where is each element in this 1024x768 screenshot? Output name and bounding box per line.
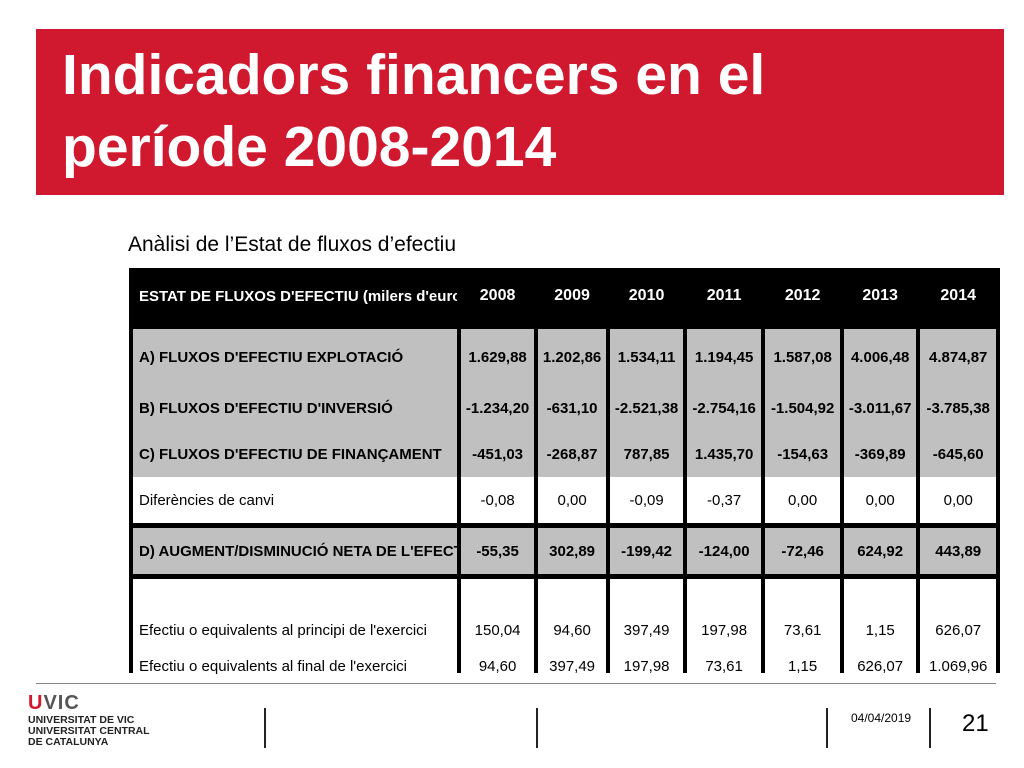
cell-value: -154,63 xyxy=(765,431,840,477)
cell-value: 73,61 xyxy=(765,579,840,643)
year-header: 2014 xyxy=(920,268,996,324)
cell-value: -55,35 xyxy=(461,528,534,574)
cell-value: 1,15 xyxy=(765,643,840,689)
cell-value: -0,37 xyxy=(686,477,762,523)
row-label: B) FLUXOS D'EFECTIU D'INVERSIÓ xyxy=(133,385,458,431)
row-label: D) AUGMENT/DISMINUCIÓ NETA DE L'EFECTIU xyxy=(133,528,458,574)
cell-value: 1.587,08 xyxy=(765,329,840,385)
cell-value: -3.785,38 xyxy=(920,385,996,431)
table-header-label: ESTAT DE FLUXOS D'EFECTIU (milers d'euro… xyxy=(133,268,458,324)
cell-value: -2.754,16 xyxy=(686,385,762,431)
cell-value: -124,00 xyxy=(686,528,762,574)
cell-value: -0,09 xyxy=(610,477,683,523)
logo-vic: VIC xyxy=(43,692,80,714)
slide-date: 04/04/2019 xyxy=(851,711,912,725)
cell-value: 197,98 xyxy=(686,579,762,643)
cell-value: -369,89 xyxy=(843,431,917,477)
footer-separator xyxy=(264,708,266,748)
cell-value: 1.435,70 xyxy=(686,431,762,477)
cell-value: 94,60 xyxy=(461,643,534,689)
logo-mark: UVIC xyxy=(28,692,150,715)
year-header: 2011 xyxy=(686,268,762,324)
row-label: Diferències de canvi xyxy=(133,477,458,523)
row-label: Efectiu o equivalents al final de l'exer… xyxy=(133,643,458,689)
cell-value: -72,46 xyxy=(765,528,840,574)
page-number: 21 xyxy=(962,710,989,737)
cell-value: 626,07 xyxy=(843,643,917,689)
cell-value: 4.006,48 xyxy=(843,329,917,385)
cell-value: 197,98 xyxy=(610,643,683,689)
logo-text-line: UNIVERSITAT CENTRAL xyxy=(28,725,150,737)
row-label: A) FLUXOS D'EFECTIU EXPLOTACIÓ xyxy=(133,329,458,385)
row-label: Efectiu o equivalents al principi de l'e… xyxy=(133,579,458,643)
year-header: 2010 xyxy=(610,268,683,324)
table-row: Efectiu o equivalents al final de l'exer… xyxy=(133,643,996,689)
cell-value: 302,89 xyxy=(537,528,607,574)
footer-separator xyxy=(536,708,538,748)
table-row: D) AUGMENT/DISMINUCIÓ NETA DE L'EFECTIU … xyxy=(133,528,996,574)
cell-value: 1,15 xyxy=(843,579,917,643)
cell-value: -1.234,20 xyxy=(461,385,534,431)
footer-separator xyxy=(929,708,931,748)
cell-value: -451,03 xyxy=(461,431,534,477)
cell-value: -2.521,38 xyxy=(610,385,683,431)
footer-separator xyxy=(826,708,828,748)
table-row: A) FLUXOS D'EFECTIU EXPLOTACIÓ 1.629,88 … xyxy=(133,329,996,385)
year-header: 2009 xyxy=(537,268,607,324)
cash-flow-table: ESTAT DE FLUXOS D'EFECTIU (milers d'euro… xyxy=(129,268,1000,689)
cell-value: 1.069,96 xyxy=(920,643,996,689)
cell-value: 150,04 xyxy=(461,579,534,643)
slide-title: Indicadors financers en el període 2008-… xyxy=(62,43,766,179)
cell-value: -1.504,92 xyxy=(765,385,840,431)
cell-value: 4.874,87 xyxy=(920,329,996,385)
table-row: C) FLUXOS D'EFECTIU DE FINANÇAMENT -451,… xyxy=(133,431,996,477)
logo-u: U xyxy=(28,692,44,714)
table-row: B) FLUXOS D'EFECTIU D'INVERSIÓ -1.234,20… xyxy=(133,385,996,431)
cell-value: 0,00 xyxy=(920,477,996,523)
cell-value: -3.011,67 xyxy=(843,385,917,431)
row-label: C) FLUXOS D'EFECTIU DE FINANÇAMENT xyxy=(133,431,458,477)
cell-value: 0,00 xyxy=(843,477,917,523)
year-header: 2008 xyxy=(461,268,534,324)
university-logo: UVIC UNIVERSITAT DE VIC UNIVERSITAT CENT… xyxy=(28,692,150,748)
cell-value: 1.534,11 xyxy=(610,329,683,385)
cell-value: -631,10 xyxy=(537,385,607,431)
cell-value: 73,61 xyxy=(686,643,762,689)
title-banner: Indicadors financers en el període 2008-… xyxy=(36,29,1004,195)
cell-value: 1.194,45 xyxy=(686,329,762,385)
cell-value: -645,60 xyxy=(920,431,996,477)
cell-value: 397,49 xyxy=(610,579,683,643)
cell-value: 0,00 xyxy=(765,477,840,523)
logo-text-line: DE CATALUNYA xyxy=(28,736,109,748)
cell-value: 787,85 xyxy=(610,431,683,477)
year-header: 2013 xyxy=(843,268,917,324)
cell-value: -0,08 xyxy=(461,477,534,523)
cell-value: 397,49 xyxy=(537,643,607,689)
cell-value: 443,89 xyxy=(920,528,996,574)
slide-subtitle: Anàlisi de l’Estat de fluxos d’efectiu xyxy=(128,233,457,256)
cell-value: 626,07 xyxy=(920,579,996,643)
cell-value: 1.202,86 xyxy=(537,329,607,385)
year-header: 2012 xyxy=(765,268,840,324)
cell-value: -199,42 xyxy=(610,528,683,574)
cash-flow-table-container: ESTAT DE FLUXOS D'EFECTIU (milers d'euro… xyxy=(129,268,1000,689)
table-header-row: ESTAT DE FLUXOS D'EFECTIU (milers d'euro… xyxy=(133,268,996,324)
cell-value: -268,87 xyxy=(537,431,607,477)
cell-value: 1.629,88 xyxy=(461,329,534,385)
cell-value: 94,60 xyxy=(537,579,607,643)
logo-text-line: UNIVERSITAT DE VIC xyxy=(28,714,135,726)
cell-value: 624,92 xyxy=(843,528,917,574)
footer-divider xyxy=(36,683,996,684)
table-row: Efectiu o equivalents al principi de l'e… xyxy=(133,579,996,643)
table-row: Diferències de canvi -0,08 0,00 -0,09 -0… xyxy=(133,477,996,523)
cell-value: 0,00 xyxy=(537,477,607,523)
